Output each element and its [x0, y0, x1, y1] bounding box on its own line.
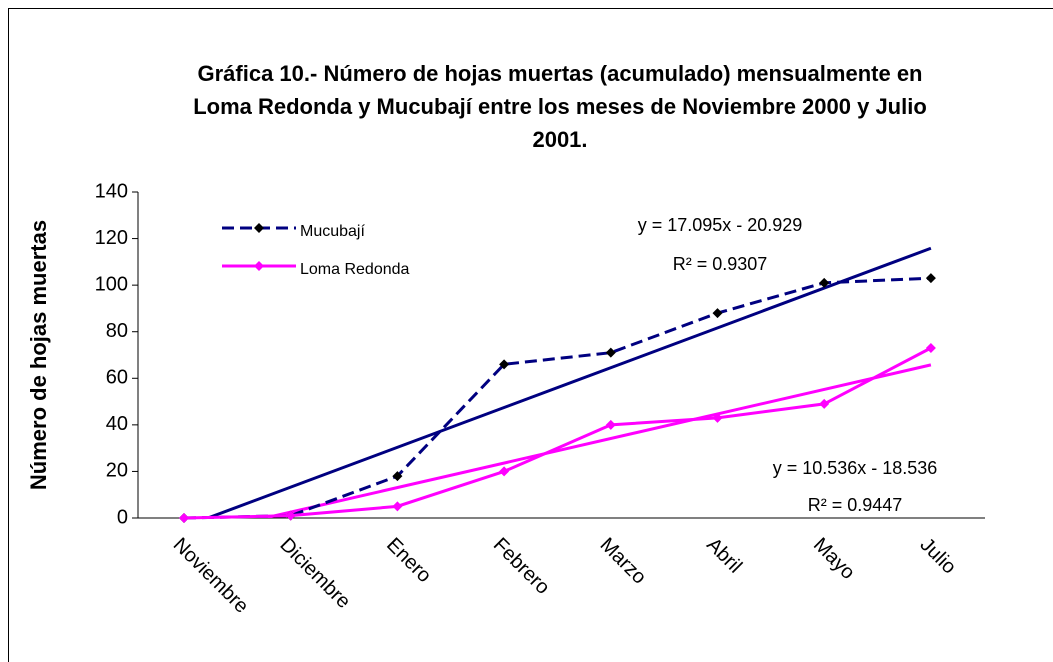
marker: [819, 277, 830, 288]
marker: [712, 308, 723, 319]
marker: [712, 412, 723, 423]
trendline-equation: y = 17.095x - 20.929: [638, 215, 803, 235]
trendline: [203, 246, 932, 518]
chart-title: Gráfica 10.- Número de hojas muertas (ac…: [198, 61, 923, 86]
marker: [819, 398, 830, 409]
series-line: [183, 346, 932, 520]
y-axis-title: Número de hojas muertas: [26, 220, 51, 490]
trendline-r2: R² = 0.9307: [673, 254, 768, 274]
y-tick-label: 40: [106, 413, 128, 435]
y-tick-label: 140: [95, 180, 128, 202]
y-tick-label: 100: [95, 273, 128, 295]
trendline-equation: y = 10.536x - 18.536: [773, 458, 938, 478]
marker: [925, 273, 936, 284]
marker: [392, 471, 403, 482]
marker: [179, 513, 189, 523]
y-tick-label: 60: [106, 367, 128, 389]
legend-marker: [254, 261, 264, 271]
marker: [392, 501, 403, 512]
legend-label: Mucubají: [300, 223, 365, 240]
marker: [605, 347, 616, 358]
chart-title: 2001.: [532, 127, 587, 152]
trendline-r2: R² = 0.9447: [808, 495, 903, 515]
y-tick-label: 20: [106, 460, 128, 482]
legend-marker: [254, 223, 264, 233]
y-tick-label: 80: [106, 320, 128, 342]
legend-label: Loma Redonda: [300, 261, 410, 278]
marker: [499, 466, 510, 477]
marker: [925, 343, 936, 354]
series-line: [183, 276, 931, 520]
y-tick-label: 120: [95, 227, 128, 249]
marker: [499, 359, 510, 370]
marker: [285, 510, 296, 521]
chart-title: Loma Redonda y Mucubají entre los meses …: [193, 94, 927, 119]
y-tick-label: 0: [117, 506, 128, 528]
chart-border: [8, 8, 1053, 662]
marker: [605, 419, 616, 430]
